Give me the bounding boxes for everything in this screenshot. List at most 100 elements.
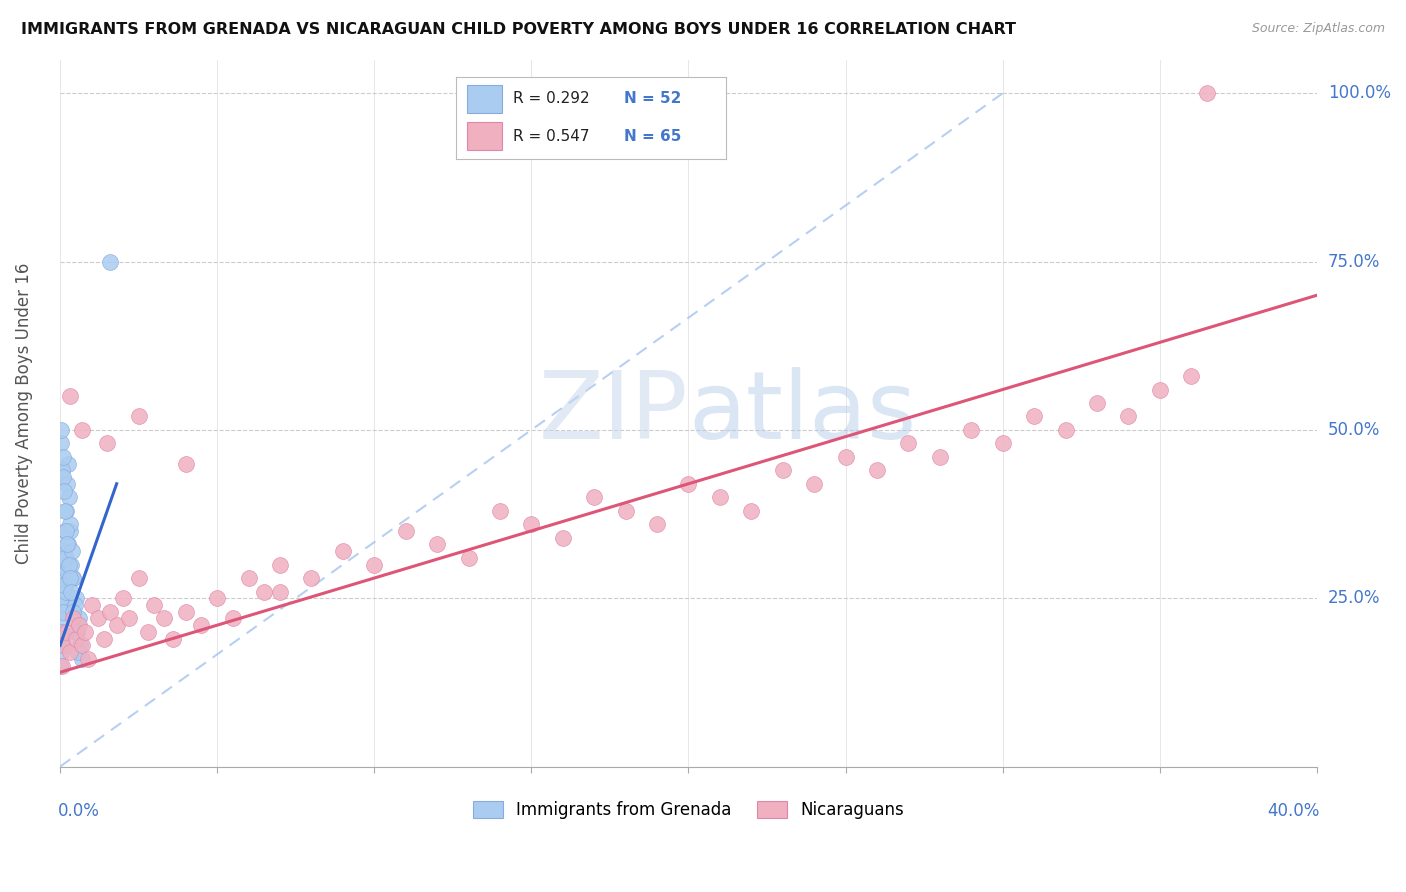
Point: [67, 618, 90, 632]
Point: [52, 470, 75, 484]
Point: [174, 457, 197, 471]
Point: [551, 531, 574, 545]
Point: [49, 624, 72, 639]
Point: [51, 598, 73, 612]
Text: ZIP: ZIP: [538, 368, 689, 459]
Point: [128, 571, 150, 585]
Point: [520, 517, 543, 532]
Text: Source: ZipAtlas.com: Source: ZipAtlas.com: [1251, 22, 1385, 36]
Point: [1085, 396, 1108, 410]
Point: [489, 504, 512, 518]
Point: [52, 450, 75, 464]
Point: [190, 618, 212, 632]
Point: [49, 611, 72, 625]
Y-axis label: Child Poverty Among Boys Under 16: Child Poverty Among Boys Under 16: [15, 262, 32, 564]
Text: 75.0%: 75.0%: [1329, 252, 1381, 270]
Point: [52, 558, 75, 572]
Point: [53, 578, 76, 592]
Point: [897, 436, 920, 450]
Point: [49, 436, 72, 450]
Point: [105, 618, 128, 632]
Text: 0.0%: 0.0%: [58, 802, 100, 820]
Point: [49, 658, 72, 673]
Point: [1149, 383, 1171, 397]
Point: [62, 605, 84, 619]
Point: [70, 639, 93, 653]
Point: [60, 544, 83, 558]
Point: [301, 571, 323, 585]
Point: [332, 544, 354, 558]
Point: [51, 658, 73, 673]
Point: [62, 611, 84, 625]
Point: [52, 578, 75, 592]
Point: [52, 571, 75, 585]
Point: [56, 537, 79, 551]
Point: [152, 611, 174, 625]
Point: [49, 645, 72, 659]
Point: [51, 591, 73, 606]
Point: [98, 605, 121, 619]
Point: [58, 558, 80, 572]
Point: [238, 571, 260, 585]
Point: [128, 409, 150, 424]
Point: [55, 504, 77, 518]
Point: [62, 571, 84, 585]
Point: [51, 463, 73, 477]
Point: [60, 584, 83, 599]
Text: 50.0%: 50.0%: [1329, 421, 1381, 439]
Point: [53, 550, 76, 565]
Point: [65, 591, 87, 606]
Point: [426, 537, 449, 551]
Text: 25.0%: 25.0%: [1329, 590, 1381, 607]
Point: [69, 639, 91, 653]
Point: [56, 564, 79, 578]
Point: [51, 423, 73, 437]
Point: [67, 611, 90, 625]
Point: [58, 645, 80, 659]
Point: [96, 436, 118, 450]
Point: [269, 558, 291, 572]
Point: [55, 624, 77, 639]
Point: [1195, 87, 1218, 101]
Point: [991, 436, 1014, 450]
Point: [118, 611, 141, 625]
Point: [56, 537, 79, 551]
Point: [253, 584, 276, 599]
Point: [395, 524, 418, 538]
Point: [740, 504, 762, 518]
Point: [55, 504, 77, 518]
Text: 100.0%: 100.0%: [1329, 84, 1391, 103]
Point: [62, 571, 84, 585]
Point: [66, 624, 89, 639]
Point: [111, 591, 134, 606]
Point: [645, 517, 668, 532]
Legend: Immigrants from Grenada, Nicaraguans: Immigrants from Grenada, Nicaraguans: [467, 794, 911, 825]
Point: [60, 558, 83, 572]
Point: [803, 476, 825, 491]
Point: [1180, 369, 1202, 384]
Point: [56, 457, 79, 471]
Point: [222, 611, 245, 625]
Point: [55, 524, 77, 538]
Point: [87, 611, 110, 625]
Point: [136, 624, 159, 639]
Point: [162, 632, 184, 646]
Point: [772, 463, 794, 477]
Point: [678, 476, 700, 491]
Text: atlas: atlas: [689, 368, 917, 459]
Point: [58, 524, 80, 538]
Point: [65, 632, 87, 646]
Point: [51, 639, 73, 653]
Point: [866, 463, 889, 477]
Point: [77, 652, 100, 666]
Point: [55, 476, 77, 491]
Point: [70, 652, 93, 666]
Point: [93, 632, 115, 646]
Point: [205, 591, 228, 606]
Point: [53, 524, 76, 538]
Point: [1054, 423, 1077, 437]
Point: [834, 450, 856, 464]
Text: 40.0%: 40.0%: [1267, 802, 1319, 820]
Point: [75, 624, 97, 639]
Point: [59, 517, 82, 532]
